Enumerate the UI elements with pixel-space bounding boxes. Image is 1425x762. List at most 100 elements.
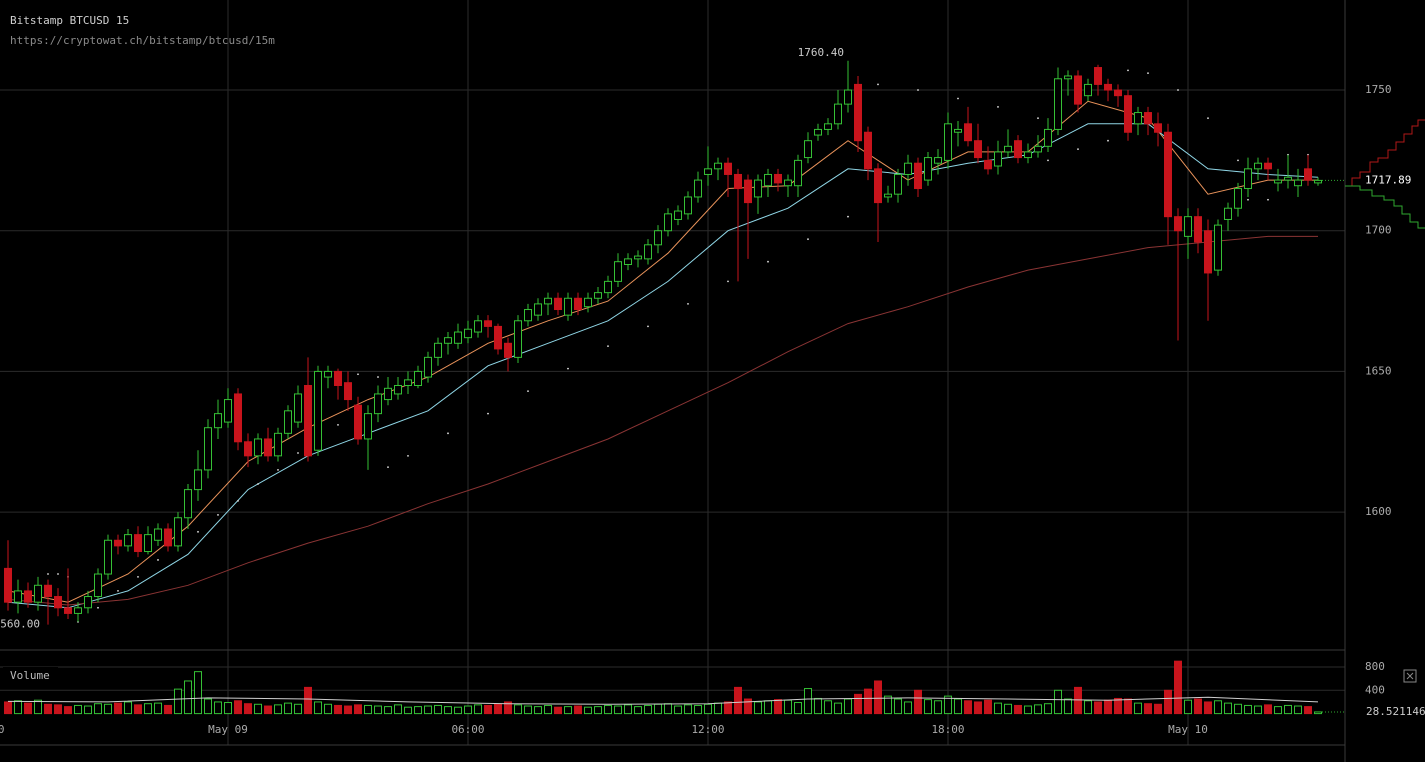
volume-bar [364, 704, 372, 715]
volume-bar [1154, 703, 1162, 715]
candle-body [194, 469, 202, 491]
volume-bar [1314, 711, 1322, 715]
grid [0, 0, 1345, 745]
x-tick-label: 06:00 [451, 723, 484, 736]
sar-dot [257, 483, 259, 485]
sar-dot [1177, 89, 1179, 91]
candle-body [1074, 75, 1082, 105]
candle-body [14, 590, 22, 603]
candle-body [694, 179, 702, 198]
moving-average [7, 123, 1319, 609]
candle-body [744, 179, 752, 204]
sar-dot [237, 499, 239, 502]
candle-body [384, 387, 392, 401]
candle-body [74, 607, 82, 614]
volume-bar [634, 706, 642, 715]
volume-bar [244, 703, 252, 715]
sar-dot [387, 466, 389, 468]
candle-body [1044, 128, 1052, 147]
volume-bar [974, 701, 982, 715]
volume-bar [684, 704, 692, 715]
candle-body [524, 309, 532, 322]
candle-body [144, 534, 152, 553]
candle-body [1054, 78, 1062, 130]
candle-body [294, 393, 302, 423]
candle-body [624, 258, 632, 266]
volume-bar [4, 701, 12, 715]
volume-bar [1304, 706, 1312, 715]
sar-dot [1247, 198, 1249, 201]
sar-dot [997, 106, 999, 108]
volume-bar [384, 706, 392, 715]
volume-bar [1064, 698, 1072, 715]
candle-body [874, 168, 882, 204]
candle-body [24, 590, 32, 603]
volume-bar [474, 704, 482, 715]
sar-dot [157, 559, 159, 561]
volume-bar [1294, 705, 1302, 715]
volume-bar [1204, 701, 1212, 715]
candle-body [1084, 83, 1092, 97]
sar-dot [647, 325, 649, 328]
volume-bar [74, 704, 82, 715]
y-tick-label: 1700 [1365, 224, 1392, 237]
volume-bar [954, 698, 962, 715]
volume-bar [834, 702, 842, 715]
sar-dot [1237, 159, 1239, 162]
candle-body [1214, 224, 1222, 271]
candle-body [904, 162, 912, 175]
volume-bar [294, 703, 302, 715]
candle-body [914, 162, 922, 190]
candle-body [1314, 179, 1322, 184]
volume-bar [1184, 699, 1192, 715]
volume-bar [324, 703, 332, 715]
candle-body [164, 528, 172, 547]
volume-bar [1224, 702, 1232, 715]
close-button[interactable] [1403, 669, 1417, 683]
candle-body [334, 370, 342, 386]
volume-bar [434, 704, 442, 715]
volume-bar [524, 705, 532, 715]
volume-bar [1134, 702, 1142, 715]
candle-body [1234, 188, 1242, 209]
chart-title: Bitstamp BTCUSD 15 [10, 14, 129, 27]
volume-bar [414, 706, 422, 715]
candle-body [1284, 176, 1292, 181]
candle-body [174, 517, 182, 547]
candle-body [864, 131, 872, 170]
volume-bar [1054, 689, 1062, 715]
candle-body [584, 297, 592, 308]
candle-body [834, 103, 842, 125]
sar-dot [47, 573, 49, 575]
volume-bar [994, 702, 1002, 715]
sar-dot [137, 575, 139, 578]
volume-bar [334, 704, 342, 715]
volume-bar [314, 701, 322, 715]
candle-body [494, 325, 502, 350]
moving-average [7, 235, 1318, 606]
volume-bar [764, 700, 772, 715]
candle-body [604, 280, 612, 294]
volume-bar [714, 702, 722, 715]
volume-bar [114, 702, 122, 715]
candle-body [134, 534, 142, 553]
volume-bar [494, 703, 502, 715]
candle-body [664, 213, 672, 232]
candle-body [234, 393, 242, 443]
candle-body [244, 441, 252, 457]
volume-bar [484, 704, 492, 715]
volume-bar [794, 702, 802, 715]
sar-dot [807, 238, 809, 241]
candle-body [34, 584, 42, 603]
volume-bar [674, 705, 682, 715]
volume-bar [904, 701, 912, 715]
price-annotation: 1760.40 [798, 46, 844, 59]
volume-bar [934, 700, 942, 715]
candle-body [274, 432, 282, 457]
candle-body [204, 427, 212, 471]
volume-bar [504, 701, 512, 715]
sar-dot [527, 390, 529, 393]
volume-bar [1174, 660, 1182, 715]
plot: 1600 1650 1700 1750 18:00 May 09 06:00 12:00 18:… [0, 46, 1425, 736]
